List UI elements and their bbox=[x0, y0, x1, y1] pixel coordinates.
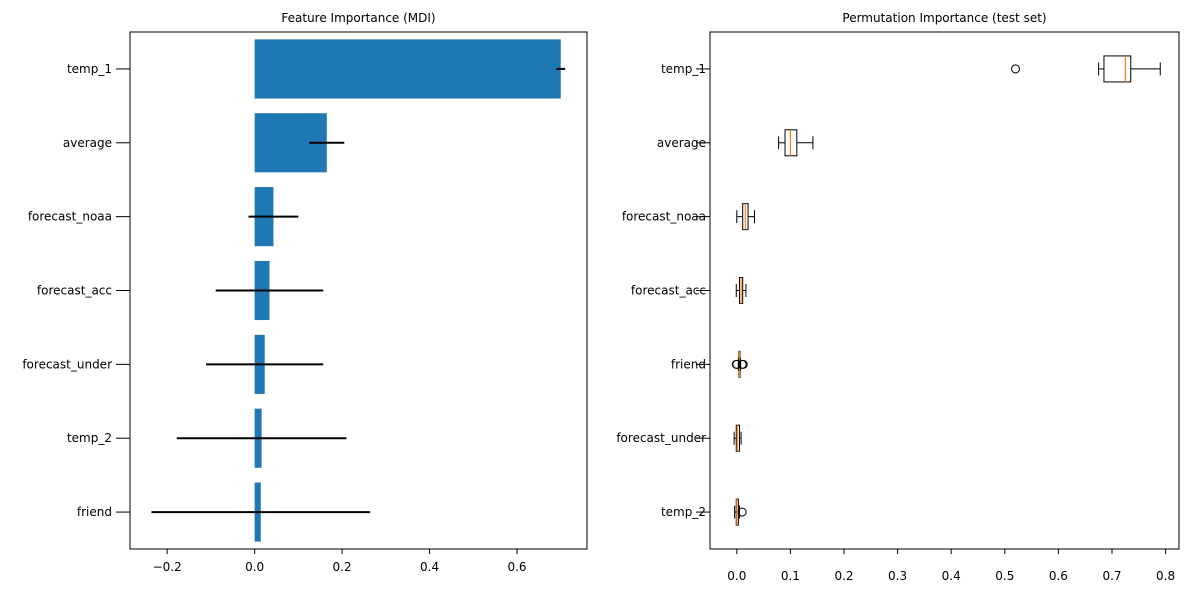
mdi-x-tick-label: 0.0 bbox=[245, 560, 264, 574]
permutation-x-tick-label: 0.0 bbox=[727, 569, 746, 583]
box-outlier bbox=[1011, 64, 1021, 74]
mdi-x-tick-label: 0.6 bbox=[507, 560, 526, 574]
mdi-y-tick-label: forecast_acc bbox=[37, 284, 112, 298]
permutation-x-tick-label: 0.8 bbox=[1156, 569, 1175, 583]
box-iqr bbox=[1103, 55, 1132, 83]
permutation-x-axis: 0.0 0.1 0.2 0.3 0.4 0.5 0.6 0.7 0.8 bbox=[727, 549, 1175, 583]
permutation-x-tick-label: 0.6 bbox=[1049, 569, 1068, 583]
permutation-y-tick-label: average bbox=[657, 136, 706, 150]
box-outlier bbox=[738, 359, 748, 369]
permutation-x-tick-label: 0.1 bbox=[781, 569, 800, 583]
permutation-y-tick-label: forecast_acc bbox=[631, 284, 706, 298]
mdi-error-bars bbox=[151, 67, 566, 514]
permutation-y-tick-label: friend bbox=[671, 357, 706, 371]
box-outlier bbox=[737, 507, 747, 517]
mdi-y-tick-label: temp_1 bbox=[67, 62, 112, 76]
permutation-box bbox=[734, 498, 747, 526]
permutation-x-tick-label: 0.7 bbox=[1102, 569, 1121, 583]
mdi-x-tick-label: 0.4 bbox=[420, 560, 439, 574]
mdi-x-tick-label: −0.2 bbox=[153, 560, 182, 574]
permutation-box bbox=[731, 350, 748, 378]
permutation-y-tick-label: temp_1 bbox=[661, 62, 706, 76]
permutation-x-tick-label: 0.5 bbox=[995, 569, 1014, 583]
mdi-y-tick-label: average bbox=[63, 136, 112, 150]
mdi-y-tick-label: temp_2 bbox=[67, 431, 112, 445]
permutation-y-tick-label: temp_2 bbox=[661, 505, 706, 519]
permutation-plot-frame bbox=[709, 31, 1180, 550]
permutation-box bbox=[736, 203, 755, 231]
permutation-x-tick-label: 0.3 bbox=[888, 569, 907, 583]
permutation-y-tick-label: forecast_noaa bbox=[622, 210, 706, 224]
permutation-y-tick-label: forecast_under bbox=[616, 431, 706, 445]
permutation-box bbox=[735, 277, 747, 304]
mdi-y-tick-label: forecast_under bbox=[22, 357, 112, 371]
permutation-chart-title: Permutation Importance (test set) bbox=[842, 11, 1046, 25]
box-outlier bbox=[732, 359, 742, 369]
mdi-bar bbox=[254, 39, 561, 99]
permutation-boxplots bbox=[731, 55, 1161, 526]
mdi-y-tick-label: forecast_noaa bbox=[28, 210, 112, 224]
permutation-x-tick-label: 0.2 bbox=[834, 569, 853, 583]
permutation-box bbox=[733, 424, 742, 452]
mdi-plot-frame bbox=[129, 31, 588, 550]
permutation-box bbox=[778, 129, 814, 157]
permutation-x-tick-label: 0.4 bbox=[942, 569, 961, 583]
permutation-box bbox=[1011, 55, 1161, 83]
mdi-y-tick-label: friend bbox=[77, 505, 112, 519]
permutation-importance-chart: Permutation Importance (test set) temp_1… bbox=[616, 11, 1180, 583]
mdi-chart-title: Feature Importance (MDI) bbox=[281, 11, 435, 25]
mdi-x-axis: −0.2 0.0 0.2 0.4 0.6 bbox=[153, 549, 527, 574]
mdi-x-tick-label: 0.2 bbox=[333, 560, 352, 574]
